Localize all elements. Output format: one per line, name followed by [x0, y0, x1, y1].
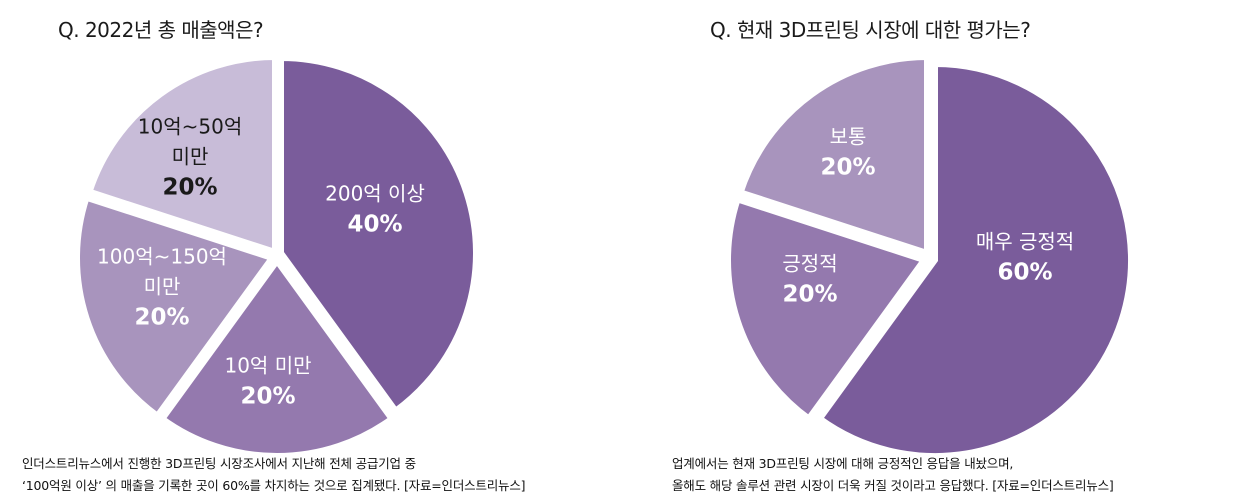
right-slice-category-label: 보통 — [830, 125, 867, 149]
right-pie-slice — [725, 195, 929, 423]
left-slice-value-label: 20% — [134, 305, 189, 331]
right-pie-slice — [815, 60, 1134, 459]
left-pie-slice — [85, 53, 278, 257]
right-pie-slice — [736, 53, 930, 258]
left-pie-slice — [158, 255, 396, 459]
left-pie-slice — [74, 193, 277, 420]
right-chart-title: Q. 현재 3D프린팅 시장에 대한 평가는? — [710, 18, 1031, 42]
right-chart-panel: Q. 현재 3D프린팅 시장에 대한 평가는? 매우 긍정적 60% 긍정적 20% 보… — [620, 0, 1240, 500]
right-slice-value-label: 20% — [820, 155, 875, 181]
left-slice-value-label: 40% — [347, 212, 402, 238]
left-slice-value-label: 20% — [240, 384, 295, 410]
left-caption-line: 인더스트리뉴스에서 진행한 3D프린팅 시장조사에서 지난해 전체 공급기업 중 — [22, 456, 416, 471]
right-chart-caption: 업계에서는 현재 3D프린팅 시장에 대해 긍정적인 응답을 내놨으며, 올해도… — [672, 453, 1114, 497]
left-slice-category-label: 미만 — [144, 275, 181, 299]
right-caption-line: 업계에서는 현재 3D프린팅 시장에 대해 긍정적인 응답을 내놨으며, — [672, 456, 1014, 471]
right-caption-line: 올해도 해당 솔루션 관련 시장이 더욱 커질 것이라고 응답했다. [자료=인… — [672, 478, 1114, 493]
left-chart-caption: 인더스트리뉴스에서 진행한 3D프린팅 시장조사에서 지난해 전체 공급기업 중… — [22, 453, 526, 497]
left-chart-title: Q. 2022년 총 매출액은? — [58, 18, 264, 42]
right-pie-chart: 매우 긍정적 60% 긍정적 20% 보통 20% — [725, 53, 1134, 459]
left-slice-category-label: 100억~150억 — [97, 245, 227, 269]
left-caption-line: ‘100억원 이상’ 의 매출을 기록한 곳이 60%를 차지하는 것으로 집계… — [22, 478, 526, 493]
left-chart-panel: Q. 2022년 총 매출액은? 200억 이상 40% 10억 미만 20% 100억… — [22, 18, 526, 497]
left-slice-category-label: 10억~50억 — [138, 115, 242, 139]
left-slice-category-label: 200억 이상 — [325, 182, 425, 206]
left-slice-value-label: 20% — [162, 175, 217, 201]
right-slice-value-label: 20% — [782, 282, 837, 308]
left-slice-category-label: 미만 — [172, 145, 209, 169]
left-slice-category-label: 10억 미만 — [224, 354, 311, 378]
right-slice-category-label: 긍정적 — [782, 252, 837, 276]
right-slice-category-label: 매우 긍정적 — [976, 230, 1074, 254]
right-slice-value-label: 60% — [997, 260, 1052, 286]
left-pie-slice — [278, 54, 479, 415]
